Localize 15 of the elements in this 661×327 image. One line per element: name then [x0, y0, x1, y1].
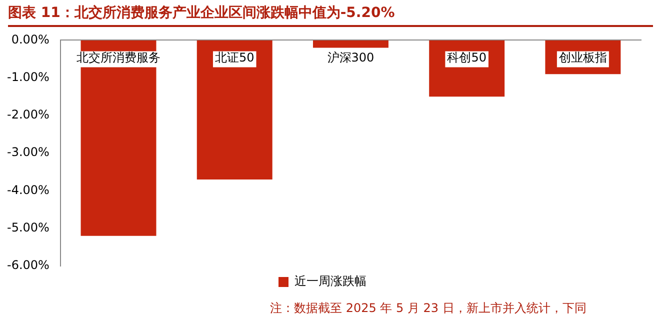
x-tick-label: 北交所消费服务 [76, 50, 161, 64]
x-tick-label: 北证50 [214, 50, 254, 64]
x-tick-label: 科创50 [447, 50, 486, 64]
text: 注：数据截至 2025 年 5 月 23 日，新上市并入统计，下同 [270, 300, 586, 317]
y-tick-label: -4.00% [7, 182, 50, 197]
y-tick-label: -2.00% [7, 108, 50, 122]
x-tick-label: 沪深300 [327, 50, 374, 64]
y-tick-label: -1.00% [7, 70, 50, 84]
y-tick-label: -6.00% [7, 258, 50, 272]
x-tick-label: 创业板指 [558, 50, 607, 64]
y-tick-label: -5.00% [7, 220, 50, 234]
chart-title: 图表 11：北交所消费服务产业企业区间涨跌幅中值为-5.20% [8, 4, 653, 27]
y-tick-label: -3.00% [7, 145, 50, 160]
legend-label: 近一周涨跌幅 [294, 274, 366, 288]
y-tick-label: 0.00% [11, 32, 50, 46]
